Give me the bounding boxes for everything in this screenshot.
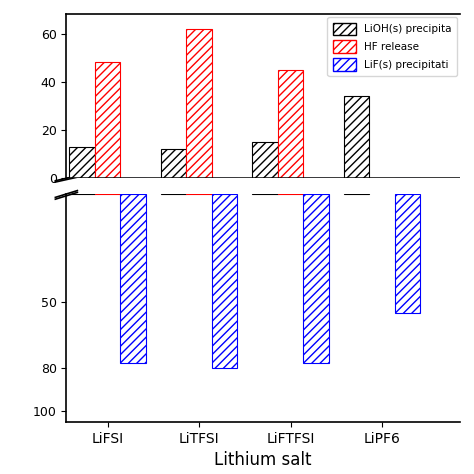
Bar — [186, 59, 212, 194]
Bar — [344, 96, 369, 178]
Bar — [212, 194, 237, 368]
Bar — [212, 178, 237, 371]
Bar — [69, 166, 95, 194]
Bar — [278, 96, 303, 194]
Bar — [186, 29, 212, 178]
Bar — [95, 90, 120, 194]
Bar — [344, 120, 369, 194]
Bar — [278, 70, 303, 178]
Bar — [161, 149, 186, 178]
Legend: LiOH(s) precipita, HF release, LiF(s) precipitati: LiOH(s) precipita, HF release, LiF(s) pr… — [328, 18, 456, 76]
Bar — [395, 194, 420, 313]
X-axis label: Lithium salt: Lithium salt — [214, 451, 312, 469]
Bar — [120, 178, 146, 366]
Bar — [303, 178, 329, 366]
Bar — [395, 178, 420, 311]
Bar — [303, 194, 329, 363]
Bar — [120, 194, 146, 363]
Bar — [252, 142, 278, 178]
Bar — [95, 63, 120, 178]
Bar — [161, 168, 186, 194]
Bar — [252, 162, 278, 194]
Bar — [69, 147, 95, 178]
